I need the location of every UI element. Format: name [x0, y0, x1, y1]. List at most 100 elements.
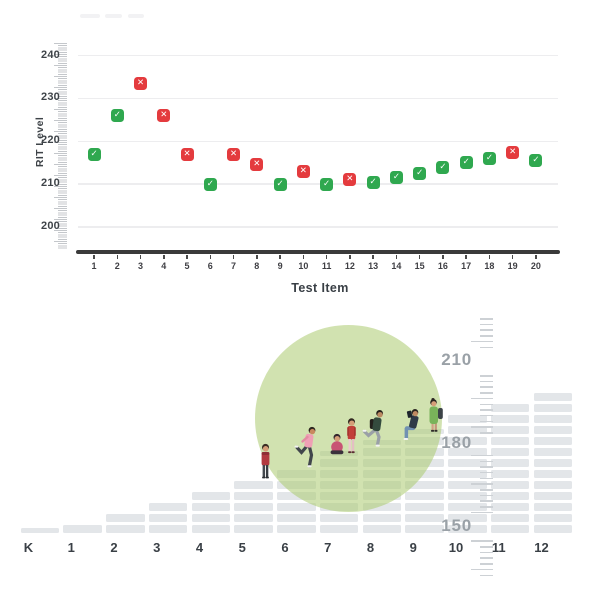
x-axis-tick	[465, 255, 467, 259]
grade-label: 2	[110, 540, 118, 555]
ruler-tick	[480, 403, 493, 405]
watermark-dash	[105, 14, 122, 18]
ruler-tick	[480, 386, 493, 388]
watermark-dash	[80, 14, 100, 18]
ruler-tick	[480, 551, 493, 554]
sitting-student-crosslegged	[330, 433, 344, 455]
grade-bar-segment	[490, 514, 530, 522]
grade-bar-segment	[448, 415, 487, 423]
grade-bar-segment	[405, 470, 444, 478]
grade-bar-segment	[533, 426, 572, 434]
x-tick-label: 12	[344, 261, 355, 271]
y-axis-ruler-long-ticks	[54, 43, 58, 249]
grade-bar-segment	[405, 481, 444, 489]
grade-bar-segment	[448, 437, 487, 445]
x-tick-label: 17	[461, 261, 472, 271]
grade-bar-segment	[448, 503, 487, 511]
grade-bar-segment	[277, 503, 316, 511]
ruler-tick	[471, 568, 493, 571]
item-marker-incorrect: ✕	[157, 109, 171, 123]
x-axis-tick	[535, 255, 537, 259]
x-tick-label: 2	[114, 261, 120, 271]
standing-student-green-dress	[429, 398, 443, 432]
grade-bar-segment	[63, 525, 102, 533]
ruler-tick	[480, 420, 493, 423]
standing-student-red-shirt	[261, 443, 270, 479]
x-tick-label: 13	[368, 261, 379, 271]
grade-bar-segment	[490, 426, 530, 434]
grade-bar-segment	[319, 514, 359, 522]
running-student-backpack	[362, 410, 383, 447]
grade-bar-segment	[490, 492, 530, 500]
item-marker-correct: ✓	[273, 177, 287, 191]
grade-bar-segment	[448, 470, 487, 478]
ruler-tick	[471, 511, 493, 514]
item-marker-correct: ✓	[389, 171, 403, 185]
grade-bar-segment	[533, 481, 572, 489]
item-marker-incorrect: ✕	[227, 147, 241, 161]
x-tick-label: 8	[254, 261, 260, 271]
grade-label: 8	[366, 540, 375, 555]
item-marker-incorrect: ✕	[296, 164, 310, 178]
ruler-tick	[480, 563, 493, 565]
x-axis-tick	[325, 255, 328, 259]
grade-label: 4	[195, 540, 204, 555]
item-marker-correct: ✓	[203, 177, 217, 191]
x-axis-tick	[418, 255, 421, 259]
x-axis-title: Test Item	[291, 281, 349, 295]
x-axis-tick	[302, 255, 305, 259]
x-axis-tick	[232, 255, 235, 259]
grade-bar-segment	[490, 459, 530, 467]
grade-label: 12	[534, 540, 549, 555]
x-axis-tick	[116, 255, 118, 259]
y-tick-label: 210	[41, 177, 60, 190]
y-axis-ruler	[58, 43, 67, 249]
grade-bar-segment	[448, 525, 487, 533]
x-axis-tick	[163, 255, 165, 259]
item-marker-correct: ✓	[320, 177, 334, 191]
x-tick-label: 7	[231, 261, 237, 271]
ruler-tick	[471, 454, 493, 457]
running-student-pink-shirt	[294, 426, 316, 468]
gridline	[78, 140, 558, 143]
grade-label: 5	[238, 540, 246, 555]
grade-bar-segment	[405, 503, 444, 511]
x-axis-tick	[93, 255, 95, 259]
item-marker-correct: ✓	[110, 109, 124, 123]
item-marker-correct: ✓	[529, 154, 543, 168]
x-axis-tick	[511, 255, 514, 259]
grade-bar-segment	[533, 503, 572, 511]
grade-bar-segment	[490, 404, 530, 412]
item-marker-incorrect: ✕	[134, 76, 148, 90]
grade-bar-segment	[191, 514, 230, 522]
x-tick-label: 15	[414, 261, 425, 271]
grade-bar-segment	[191, 503, 230, 511]
x-axis-tick	[279, 255, 281, 259]
item-marker-incorrect: ✕	[250, 158, 264, 172]
ruler-tick	[480, 574, 493, 576]
x-axis-tick	[256, 255, 258, 259]
grade-bar-segment	[448, 481, 487, 489]
ruler-tick	[471, 340, 493, 343]
ruler-tick	[480, 494, 493, 497]
grade-bar-segment	[405, 525, 444, 533]
x-axis-tick	[139, 255, 142, 259]
grade-label: 11	[491, 540, 506, 555]
grade-bar-segment	[148, 503, 188, 511]
ruler-tick	[471, 426, 493, 428]
grade-bar-segment	[234, 503, 273, 511]
x-tick-label: 20	[530, 261, 541, 271]
grade-bar-segment	[234, 525, 273, 533]
grade-bar-segment	[533, 492, 572, 500]
x-tick-label: 10	[298, 261, 309, 271]
ruler-label: 210	[441, 350, 472, 369]
item-marker-correct: ✓	[413, 166, 427, 180]
grade-bar-segment	[533, 437, 572, 445]
grade-bar-segment	[277, 514, 316, 522]
ruler-tick	[471, 397, 493, 400]
ruler-tick	[480, 414, 493, 417]
grade-bar-segment	[20, 528, 59, 533]
item-marker-correct: ✓	[366, 175, 380, 189]
item-marker-correct: ✓	[436, 160, 450, 174]
grade-bar-segment	[234, 492, 273, 500]
